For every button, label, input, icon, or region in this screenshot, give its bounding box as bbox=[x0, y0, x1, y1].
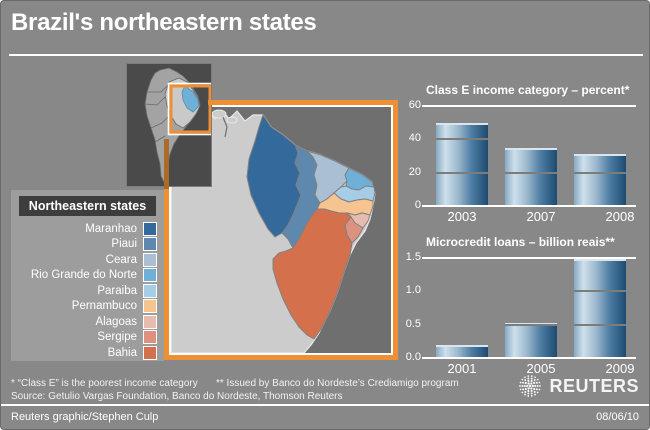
country-borders bbox=[144, 83, 170, 143]
legend-item: Sergipe bbox=[11, 330, 164, 346]
footer-rule bbox=[1, 404, 649, 406]
x-tick-label: 2001 bbox=[447, 361, 477, 376]
y-tick-label: 1.5 bbox=[405, 251, 421, 263]
northeast-highlight bbox=[181, 85, 200, 113]
plot-area bbox=[422, 105, 636, 207]
chart-title: Microcredit loans – billion reais** bbox=[426, 235, 615, 249]
legend-swatch bbox=[143, 268, 157, 283]
legend-swatch bbox=[143, 237, 157, 252]
legend-label: Rio Grande do Norte bbox=[30, 269, 137, 282]
gridline-segment bbox=[505, 171, 557, 174]
legend-label: Piaui bbox=[111, 238, 137, 251]
chart-title: Class E income category – percent* bbox=[426, 83, 630, 97]
bars bbox=[426, 258, 636, 358]
x-tick-label: 2003 bbox=[447, 209, 477, 224]
legend-label: Alagoas bbox=[95, 315, 137, 328]
y-tick-label: 20 bbox=[408, 165, 421, 178]
main-map-frame bbox=[164, 100, 398, 360]
gridline-segment bbox=[574, 290, 626, 293]
south-america-map bbox=[144, 67, 214, 183]
river-inlet bbox=[222, 116, 228, 138]
gridline-segment bbox=[505, 323, 557, 326]
locator-inset bbox=[126, 63, 214, 187]
legend-item: Rio Grande do Norte bbox=[11, 268, 164, 284]
y-tick-label: 60 bbox=[408, 99, 421, 111]
x-tick-label: 2007 bbox=[526, 209, 556, 224]
legend-item: Piaui bbox=[11, 237, 164, 253]
legend-item: Ceara bbox=[11, 252, 164, 268]
bar-2003 bbox=[436, 122, 488, 206]
bar-2001 bbox=[436, 344, 488, 358]
legend-label: Sergipe bbox=[97, 331, 137, 344]
legend-swatch bbox=[143, 221, 157, 236]
graphic-title: Brazil's northeastern states bbox=[11, 9, 317, 36]
frame-connector-vertical bbox=[164, 139, 169, 189]
gridline-segment bbox=[436, 171, 488, 174]
legend-swatch bbox=[143, 252, 157, 267]
footnote-crediamigo: ** Issued by Banco do Nordeste’s Crediam… bbox=[216, 378, 459, 389]
y-tick-label: 0.5 bbox=[405, 317, 421, 330]
max-gridline bbox=[422, 105, 636, 107]
x-axis-line bbox=[422, 205, 636, 207]
y-tick-label: 40 bbox=[408, 132, 421, 145]
chart-microcredit-loans: Microcredit loans – billion reais** 1.5 1… bbox=[399, 235, 641, 385]
gridline-segment bbox=[574, 171, 626, 174]
source-line: Source: Getulio Vargas Foundation, Banco… bbox=[11, 391, 343, 402]
legend-body: Maranhao Piaui Ceara Rio Grande do Norte Par… bbox=[11, 221, 164, 361]
bar-2008 bbox=[574, 154, 626, 206]
y-tick-label: 0 bbox=[414, 199, 421, 211]
legend-swatch bbox=[143, 345, 157, 360]
legend-label: Paraiba bbox=[97, 284, 137, 297]
legend-item: Pernambuco bbox=[11, 299, 164, 315]
bar-2005 bbox=[505, 322, 557, 358]
legend-label: Pernambuco bbox=[71, 300, 137, 313]
legend-swatch bbox=[143, 314, 157, 329]
legend-item: Bahia bbox=[11, 345, 164, 361]
x-axis-labels: 2001 2005 2009 bbox=[426, 361, 649, 376]
legend-label: Ceara bbox=[105, 253, 137, 266]
frame-connector-horizontal bbox=[208, 100, 221, 105]
legend-item: Alagoas bbox=[11, 314, 164, 330]
highlight-box bbox=[169, 84, 212, 134]
legend-item: Paraiba bbox=[11, 283, 164, 299]
state-bahia bbox=[272, 208, 353, 340]
gridline-segment bbox=[436, 138, 488, 141]
delta-island bbox=[211, 109, 227, 119]
y-tick-label: 0.0 bbox=[405, 351, 421, 363]
reuters-globe-icon bbox=[519, 375, 542, 397]
plot-area bbox=[422, 257, 636, 359]
x-tick-label: 2009 bbox=[605, 361, 635, 376]
bar-2007 bbox=[505, 147, 557, 206]
map-legend: Northeastern states Maranhao Piaui Ceara Ri… bbox=[11, 190, 164, 361]
legend-swatch bbox=[143, 330, 157, 345]
legend-swatch bbox=[143, 299, 157, 314]
max-gridline bbox=[422, 257, 636, 259]
x-axis-labels: 2003 2007 2008 bbox=[426, 209, 649, 224]
bar-2009 bbox=[574, 259, 626, 358]
title-rule bbox=[9, 54, 643, 56]
bars bbox=[426, 106, 636, 206]
legend-header: Northeastern states bbox=[19, 196, 156, 216]
legend-label: Maranhao bbox=[85, 222, 137, 235]
x-tick-label: 2005 bbox=[526, 361, 556, 376]
reuters-logo: REUTERS bbox=[517, 373, 639, 399]
footnote-class-e: * “Class E” is the poorest income catego… bbox=[11, 378, 198, 389]
date-text: 08/06/10 bbox=[596, 411, 639, 423]
legend-item: Maranhao bbox=[11, 221, 164, 237]
x-axis-line bbox=[422, 357, 636, 359]
credit-text: Reuters graphic/Stephen Culp bbox=[11, 411, 159, 423]
legend-label: Bahia bbox=[107, 346, 137, 359]
reuters-logo-text: REUTERS bbox=[549, 375, 639, 396]
delta-island bbox=[226, 116, 238, 124]
gridline-segment bbox=[574, 323, 626, 326]
northeast-map bbox=[171, 107, 391, 353]
x-tick-label: 2008 bbox=[605, 209, 635, 224]
chart-class-e-income: Class E income category – percent* 60 40 2… bbox=[399, 83, 641, 233]
y-tick-label: 1.0 bbox=[405, 284, 421, 297]
legend-swatch bbox=[143, 283, 157, 298]
